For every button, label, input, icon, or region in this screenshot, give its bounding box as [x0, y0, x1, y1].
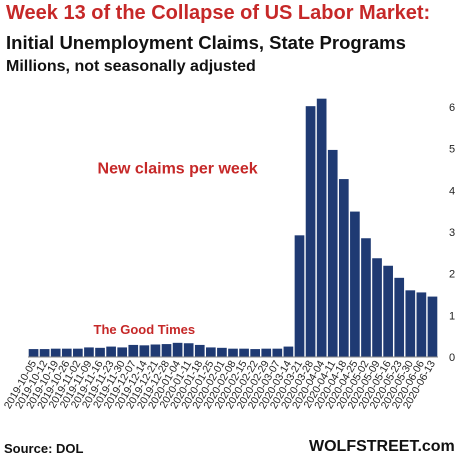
bar [294, 235, 305, 357]
bar [194, 344, 205, 357]
bar [283, 346, 294, 357]
y-tick-label: 2 [449, 269, 455, 281]
bar [117, 347, 128, 357]
bar [217, 347, 227, 357]
bar [84, 347, 94, 357]
bar [383, 265, 393, 357]
bar [95, 347, 105, 357]
bar [61, 348, 72, 357]
bar [39, 349, 50, 357]
site-label: WOLFSTREET.com [309, 438, 455, 455]
bar [361, 238, 371, 357]
bar [338, 179, 349, 357]
y-tick-label: 0 [449, 352, 455, 364]
bar [416, 292, 427, 357]
bar [28, 349, 39, 357]
chart-subtitle: Initial Unemployment Claims, State Progr… [6, 32, 406, 53]
bar [73, 348, 83, 357]
bar [305, 106, 316, 357]
bar [394, 277, 405, 357]
chart-title: Week 13 of the Collapse of US Labor Mark… [6, 2, 431, 24]
source-label: Source: DOL [4, 441, 84, 456]
bar [261, 348, 272, 357]
annotation-label: The Good Times [94, 322, 196, 337]
bar [150, 344, 161, 357]
bar [50, 348, 61, 357]
bar [250, 349, 260, 357]
y-tick-label: 6 [449, 102, 455, 114]
bar [372, 258, 382, 357]
bar [161, 344, 172, 357]
y-tick-label: 5 [449, 144, 455, 156]
bar [128, 344, 139, 357]
bar [316, 98, 327, 358]
bar [172, 342, 183, 357]
bar [106, 346, 116, 357]
bar [239, 348, 249, 357]
bar [206, 347, 216, 357]
y-tick-label: 3 [449, 227, 455, 239]
bar [350, 211, 360, 357]
annotation-label: New claims per week [98, 161, 258, 178]
bar [272, 348, 283, 357]
bar [139, 345, 150, 357]
chart-units: Millions, not seasonally adjusted [6, 58, 256, 75]
y-tick-label: 1 [449, 310, 455, 322]
bar [183, 343, 194, 357]
bar [327, 149, 338, 357]
y-tick-label: 4 [449, 185, 455, 197]
bar [427, 296, 438, 357]
bar [405, 290, 416, 357]
bar [228, 348, 238, 357]
